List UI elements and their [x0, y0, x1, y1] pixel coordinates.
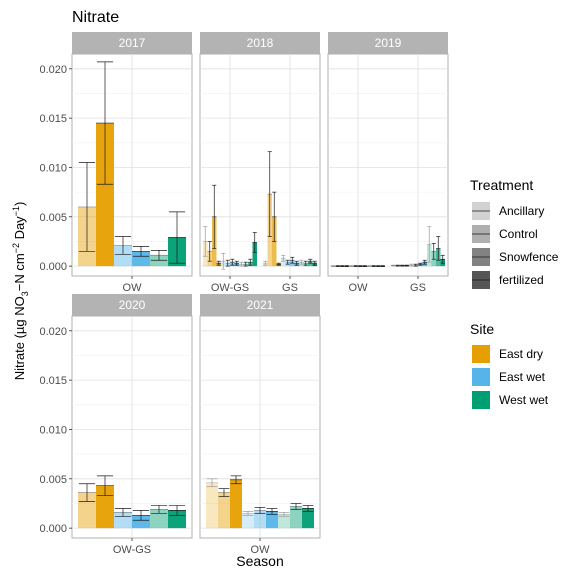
bar [302, 508, 314, 529]
bar [96, 123, 114, 267]
site-legend-label: East dry [499, 347, 543, 361]
bar [132, 515, 150, 529]
bar [266, 511, 278, 529]
panels: 2017 OW 0.000 0.005 0.010 0.015 0.020 2018 OW-GS… [39, 32, 449, 556]
y-label-prefix: Nitrate (µg NO [12, 296, 27, 380]
bar [254, 510, 266, 529]
x-tick-label: OW [251, 544, 271, 556]
facet-label-2021: 2021 [247, 298, 274, 312]
site-legend-title: Site [470, 321, 494, 337]
bar [281, 258, 286, 267]
facet-strip-2020 [72, 294, 192, 316]
site-key [472, 391, 490, 409]
facet-strip-2019 [328, 32, 448, 54]
y-label-mid2: Day [12, 216, 27, 243]
site-legend: Site East dry East wet West wet [470, 321, 549, 409]
facet-strip-2021 [200, 294, 320, 316]
site-key [472, 368, 490, 386]
bar [278, 514, 290, 529]
facet-label-2018: 2018 [247, 36, 274, 50]
bar [150, 509, 168, 529]
treatment-legend-title: Treatment [470, 177, 533, 193]
x-tick-label: OW [123, 282, 143, 294]
site-key [472, 345, 490, 363]
site-legend-label: West wet [499, 393, 549, 407]
x-tick-label: OW [349, 282, 369, 294]
bar [150, 255, 168, 267]
x-tick-label: GS [282, 282, 298, 294]
panel-background-2018 [199, 53, 321, 277]
facet-label-2017: 2017 [119, 36, 146, 50]
y-label-mid: −N cm [12, 253, 27, 291]
y-label-sub: 3 [20, 291, 30, 296]
facet-strip-2018 [200, 32, 320, 54]
y-tick-label: 0.005 [39, 212, 67, 224]
y-label-suffix: ) [12, 202, 27, 206]
y-tick-label: 0.015 [39, 375, 67, 387]
panel-background-2019 [327, 53, 449, 277]
y-axis-label: Nitrate (µg NO3−N cm−2 Day−1) [11, 202, 30, 381]
facet-label-2020: 2020 [119, 298, 146, 312]
bar [132, 251, 150, 267]
chart-title: Nitrate [72, 9, 119, 26]
y-tick-label: 0.000 [39, 523, 67, 535]
y-tick-label: 0.020 [39, 64, 67, 76]
treatment-legend-label: Snowfence [499, 250, 559, 264]
facet-strip-2017 [72, 32, 192, 54]
x-axis-label: Season [236, 553, 283, 569]
bar [242, 513, 254, 529]
treatment-legend-label: fertilized [499, 273, 544, 287]
treatment-legend-label: Control [499, 227, 538, 241]
bar [252, 242, 257, 267]
y-tick-label: 0.010 [39, 162, 67, 174]
y-tick-label: 0.015 [39, 113, 67, 125]
y-tick-label: 0.010 [39, 424, 67, 436]
y-tick-label: 0.020 [39, 326, 67, 338]
x-tick-label: GS [410, 282, 426, 294]
bar [96, 485, 114, 529]
site-legend-label: East wet [499, 370, 546, 384]
y-label-sup1: −2 [11, 243, 21, 253]
x-tick-label: OW-GS [113, 544, 151, 556]
y-tick-label: 0.005 [39, 474, 67, 486]
bar [290, 506, 302, 529]
bar [230, 479, 242, 529]
bar [218, 492, 230, 529]
bar [114, 245, 132, 267]
facet-label-2019: 2019 [375, 36, 402, 50]
bar [168, 510, 186, 529]
treatment-legend-label: Ancillary [499, 204, 544, 218]
bar [206, 482, 218, 529]
y-label-sup2: −1 [11, 206, 21, 216]
y-tick-label: 0.000 [39, 261, 67, 273]
bar [308, 261, 313, 267]
treatment-legend: Treatment Ancillary Control Snowfence ferti… [470, 177, 559, 289]
x-tick-label: OW-GS [211, 282, 249, 294]
